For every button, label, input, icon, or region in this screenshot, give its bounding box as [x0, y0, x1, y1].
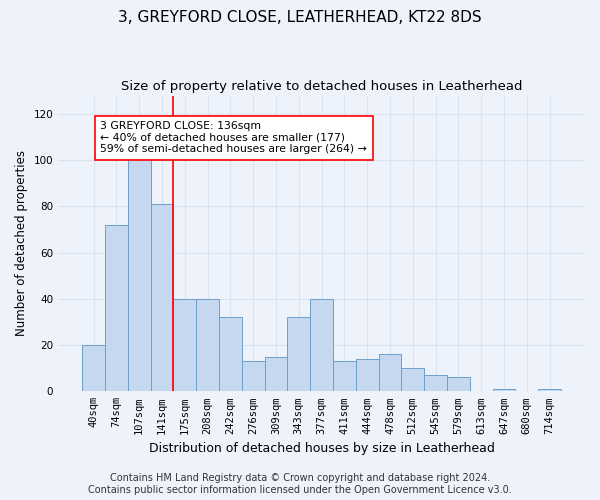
Text: 3 GREYFORD CLOSE: 136sqm
← 40% of detached houses are smaller (177)
59% of semi-: 3 GREYFORD CLOSE: 136sqm ← 40% of detach…: [100, 121, 367, 154]
Bar: [447, 378, 470, 392]
Title: Size of property relative to detached houses in Leatherhead: Size of property relative to detached ho…: [121, 80, 523, 93]
Bar: [242, 362, 265, 392]
Bar: [82, 345, 105, 392]
Bar: [356, 359, 379, 392]
Text: 3, GREYFORD CLOSE, LEATHERHEAD, KT22 8DS: 3, GREYFORD CLOSE, LEATHERHEAD, KT22 8DS: [118, 10, 482, 25]
Text: Contains HM Land Registry data © Crown copyright and database right 2024.
Contai: Contains HM Land Registry data © Crown c…: [88, 474, 512, 495]
Bar: [379, 354, 401, 392]
Bar: [493, 389, 515, 392]
Bar: [128, 158, 151, 392]
Bar: [219, 318, 242, 392]
Bar: [310, 299, 333, 392]
Bar: [173, 299, 196, 392]
Bar: [287, 318, 310, 392]
Bar: [196, 299, 219, 392]
Bar: [538, 389, 561, 392]
Bar: [265, 356, 287, 392]
X-axis label: Distribution of detached houses by size in Leatherhead: Distribution of detached houses by size …: [149, 442, 494, 455]
Bar: [401, 368, 424, 392]
Y-axis label: Number of detached properties: Number of detached properties: [15, 150, 28, 336]
Bar: [333, 362, 356, 392]
Bar: [424, 375, 447, 392]
Bar: [105, 225, 128, 392]
Bar: [151, 204, 173, 392]
